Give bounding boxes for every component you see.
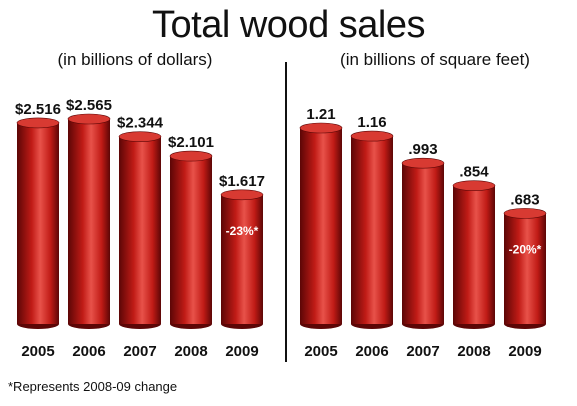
bar-2009 — [220, 189, 264, 329]
value-label-2005: $2.516 — [15, 101, 61, 118]
bar-2008 — [169, 150, 213, 329]
bar-2006 — [67, 113, 111, 329]
year-label-2005: 2005 — [21, 343, 54, 360]
year-label-2007: 2007 — [123, 343, 156, 360]
bar-2005 — [16, 117, 60, 329]
square-feet-bar-chart: 1.21 2005 1.16 2006 .993 2007 .854 2008 .683 2009… — [299, 106, 547, 360]
value-label-2009: $1.617 — [219, 173, 265, 190]
year-label-2006: 2006 — [355, 343, 388, 360]
dollars-bar-chart: $2.516 2005 $2.565 2006 $2.344 2007 $2.101 2008… — [15, 97, 265, 360]
year-label-2005: 2005 — [304, 343, 337, 360]
value-label-2005: 1.21 — [306, 106, 335, 123]
bar-2008 — [452, 180, 496, 329]
value-label-2008: $2.101 — [168, 134, 214, 151]
bar-2009 — [503, 208, 547, 329]
value-label-2008: .854 — [459, 164, 489, 181]
chart-title: Total wood sales — [152, 4, 425, 46]
bar-2007 — [118, 131, 162, 329]
value-label-2006: $2.565 — [66, 97, 112, 114]
bar-2005 — [299, 122, 343, 329]
footnote: *Represents 2008-09 change — [8, 379, 178, 394]
year-label-2008: 2008 — [457, 343, 490, 360]
value-label-2007: $2.344 — [117, 115, 164, 132]
year-label-2009: 2009 — [508, 343, 541, 360]
change-label: -20%* — [509, 242, 542, 256]
year-label-2007: 2007 — [406, 343, 439, 360]
year-label-2008: 2008 — [174, 343, 207, 360]
bar-2006 — [350, 130, 394, 329]
value-label-2007: .993 — [408, 141, 437, 158]
year-label-2009: 2009 — [225, 343, 258, 360]
year-label-2006: 2006 — [72, 343, 105, 360]
value-label-2006: 1.16 — [357, 114, 386, 131]
change-label: -23%* — [226, 224, 259, 238]
left-chart-subtitle: (in billions of dollars) — [57, 50, 213, 69]
chart-divider — [285, 62, 287, 362]
value-label-2009: .683 — [510, 191, 539, 208]
bar-2007 — [401, 157, 445, 329]
right-chart-subtitle: (in billions of square feet) — [340, 50, 530, 69]
